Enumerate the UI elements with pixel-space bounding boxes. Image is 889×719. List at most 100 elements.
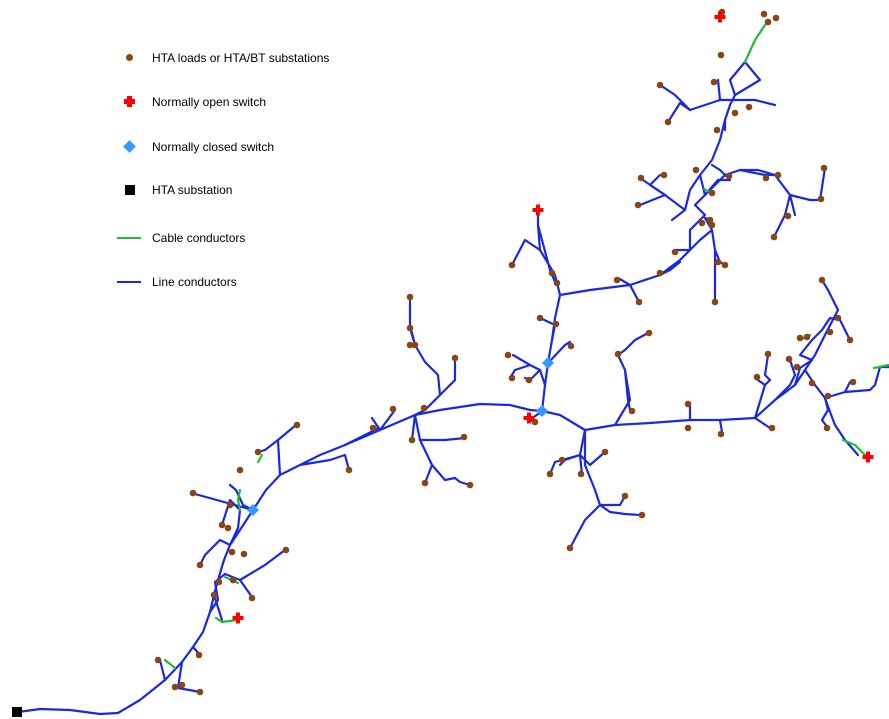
load-marker — [664, 118, 672, 126]
load-marker — [785, 355, 793, 363]
load-marker — [817, 195, 825, 203]
load-marker — [224, 524, 232, 532]
load-marker — [706, 216, 714, 224]
load-marker — [228, 548, 236, 556]
load-marker — [708, 221, 716, 229]
load-marker — [772, 14, 780, 22]
closed-switch-markers — [247, 357, 554, 516]
load-marker — [293, 421, 301, 429]
load-marker — [236, 466, 244, 474]
load-marker — [210, 591, 218, 599]
load-marker — [420, 404, 428, 412]
open-switch-marker — [862, 451, 874, 463]
load-marker — [408, 436, 416, 444]
line-icon — [112, 272, 152, 292]
load-marker — [731, 109, 739, 117]
load-icon — [112, 48, 152, 68]
load-marker — [684, 400, 692, 408]
legend-item-cable: Cable conductors — [112, 228, 245, 248]
load-marker — [195, 651, 203, 659]
load-marker — [793, 363, 801, 371]
load-marker — [708, 189, 716, 197]
load-marker — [635, 298, 643, 306]
load-marker — [725, 172, 733, 180]
load-marker — [566, 544, 574, 552]
load-marker — [753, 373, 761, 381]
legend-item-hta-substation: HTA substation — [112, 180, 232, 200]
load-marker — [548, 269, 556, 277]
load-marker — [717, 51, 725, 59]
load-marker — [808, 379, 816, 387]
load-marker — [638, 511, 646, 519]
open-switch-marker — [232, 612, 244, 624]
load-marker — [710, 78, 718, 86]
load-marker — [820, 164, 828, 172]
load-marker — [504, 351, 512, 359]
load-marker — [846, 336, 854, 344]
load-marker — [713, 126, 721, 134]
open-switch-marker — [532, 204, 544, 216]
load-marker — [656, 269, 664, 277]
load-marker — [254, 448, 262, 456]
load-marker — [369, 424, 377, 432]
load-marker — [218, 521, 226, 529]
load-marker — [389, 405, 397, 413]
legend-label: Normally open switch — [152, 95, 267, 109]
closed-switch-marker — [247, 504, 259, 516]
load-marker — [818, 276, 826, 284]
load-marker — [226, 501, 234, 509]
legend-item-line: Line conductors — [112, 272, 237, 292]
load-marker — [634, 201, 642, 209]
load-marker — [248, 594, 256, 602]
load-marker — [553, 279, 561, 287]
load-marker — [411, 341, 419, 349]
load-marker — [614, 350, 622, 358]
load-marker — [531, 418, 539, 426]
legend-label: Cable conductors — [152, 231, 246, 245]
load-marker — [406, 324, 414, 332]
open-switch-marker — [714, 11, 726, 23]
load-marker — [834, 314, 842, 322]
load-marker — [466, 481, 474, 489]
load-marker — [345, 466, 353, 474]
legend-label: Normally closed switch — [152, 140, 275, 154]
load-marker — [698, 219, 706, 227]
load-marker — [406, 341, 414, 349]
load-marker — [803, 333, 811, 341]
legend-item-open-switch: Normally open switch — [112, 92, 266, 112]
load-marker — [613, 276, 621, 284]
load-marker — [536, 314, 544, 322]
load-marker — [764, 350, 772, 358]
legend: HTA loads or HTA/BT substations Normally… — [0, 0, 400, 300]
load-marker — [645, 329, 653, 337]
load-marker — [764, 18, 772, 26]
load-marker — [525, 376, 533, 384]
load-marker — [282, 546, 290, 554]
load-marker — [558, 456, 566, 464]
load-marker — [784, 212, 792, 220]
closed-switch-marker — [542, 357, 554, 369]
load-marker — [196, 561, 204, 569]
load-marker — [796, 334, 804, 342]
load-marker — [660, 171, 668, 179]
load-marker — [229, 576, 237, 584]
load-marker — [671, 248, 679, 256]
line-conductors — [16, 60, 889, 716]
load-marker — [684, 424, 692, 432]
load-markers — [154, 8, 857, 696]
load-marker — [824, 392, 832, 400]
open-switch-icon — [112, 92, 152, 112]
load-marker — [567, 342, 575, 350]
load-marker — [637, 174, 645, 182]
load-marker — [215, 578, 223, 586]
load-marker — [745, 103, 753, 111]
load-marker — [774, 171, 782, 179]
legend-label: HTA substation — [152, 183, 233, 197]
load-marker — [768, 424, 776, 432]
load-marker — [154, 656, 162, 664]
load-marker — [421, 479, 429, 487]
hta-substation-marker — [12, 707, 22, 717]
load-marker — [714, 258, 722, 266]
load-marker — [451, 354, 459, 362]
load-marker — [762, 174, 770, 182]
